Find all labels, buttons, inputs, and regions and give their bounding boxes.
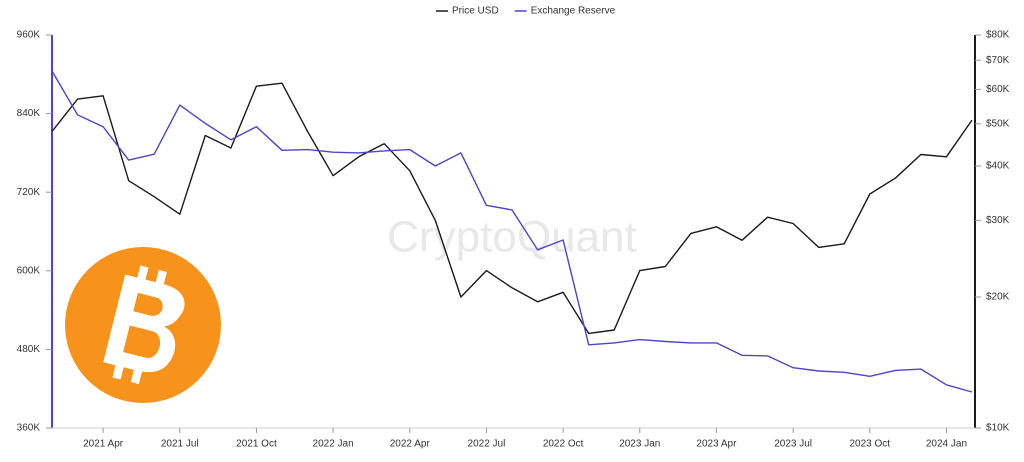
x-tick-label: 2023 Apr bbox=[696, 439, 737, 450]
legend-label: Price USD bbox=[452, 6, 499, 17]
y2-tick-label: $40K bbox=[986, 161, 1010, 172]
x-tick-label: 2021 Apr bbox=[83, 439, 124, 450]
y-tick-label: 960K bbox=[17, 30, 41, 41]
x-tick-label: 2022 Oct bbox=[543, 439, 584, 450]
x-tick-label: 2022 Jan bbox=[313, 439, 354, 450]
series-line bbox=[51, 70, 973, 393]
x-tick-label: 2021 Jul bbox=[161, 439, 199, 450]
bitcoin-logo bbox=[65, 247, 221, 403]
y2-tick-label: $30K bbox=[986, 215, 1010, 226]
x-tick-label: 2023 Jan bbox=[619, 439, 660, 450]
y-tick-label: 720K bbox=[17, 187, 41, 198]
x-tick-label: 2023 Jul bbox=[774, 439, 812, 450]
series-line bbox=[51, 82, 973, 335]
x-tick-label: 2022 Jul bbox=[468, 439, 506, 450]
y-tick-label: 600K bbox=[17, 265, 41, 276]
x-tick-label: 2021 Oct bbox=[236, 439, 277, 450]
x-tick-label: 2024 Jan bbox=[926, 439, 967, 450]
y2-tick-label: $50K bbox=[986, 118, 1010, 129]
y-tick-label: 360K bbox=[17, 423, 41, 434]
y-tick-label: 840K bbox=[17, 108, 41, 119]
logo-b bbox=[103, 265, 185, 385]
x-tick-label: 2022 Apr bbox=[390, 439, 431, 450]
legend-label: Exchange Reserve bbox=[531, 6, 616, 17]
y-tick-label: 480K bbox=[17, 344, 41, 355]
y2-tick-label: $80K bbox=[986, 30, 1010, 41]
x-tick-label: 2023 Oct bbox=[849, 439, 890, 450]
y2-tick-label: $70K bbox=[986, 55, 1010, 66]
y2-tick-label: $10K bbox=[986, 423, 1010, 434]
y2-tick-label: $20K bbox=[986, 292, 1010, 303]
y2-tick-label: $60K bbox=[986, 84, 1010, 95]
watermark: CryptoQuant bbox=[387, 213, 636, 262]
